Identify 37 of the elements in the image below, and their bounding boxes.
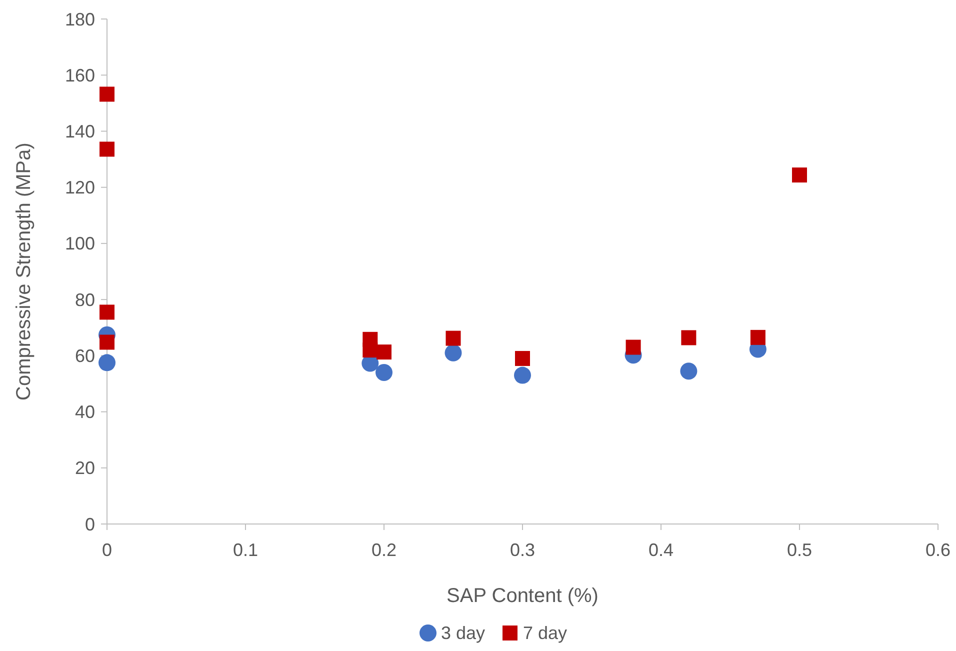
x-tick-label: 0.2: [371, 540, 397, 560]
x-axis-title: SAP Content (%): [446, 585, 598, 607]
y-tick-label: 100: [64, 234, 95, 254]
point: [376, 344, 392, 360]
y-tick-label: 120: [64, 178, 95, 198]
y-tick-label: 160: [64, 65, 95, 86]
y-tick-label: 40: [74, 402, 95, 422]
point: [515, 350, 530, 366]
point: [680, 362, 698, 380]
legend-label: 3 day: [441, 623, 486, 643]
x-tick-label: 0.4: [648, 540, 674, 560]
y-tick-label: 60: [74, 346, 95, 366]
point: [100, 142, 114, 157]
y-axis-title: Compressive Strength (MPa): [13, 142, 35, 400]
point: [444, 344, 462, 362]
y-tick-label: 140: [64, 122, 95, 142]
point: [100, 86, 114, 102]
y-tick-label: 180: [64, 9, 95, 30]
legend-label: 7 day: [523, 623, 568, 643]
point: [100, 304, 114, 320]
point: [376, 364, 392, 381]
x-tick-label: 0.6: [925, 540, 951, 560]
point: [681, 330, 696, 346]
x-tick-label: 0.5: [786, 540, 812, 560]
point: [750, 330, 766, 345]
y-tick-label: 20: [74, 458, 95, 478]
point: [792, 167, 807, 182]
point: [98, 354, 116, 372]
x-tick-label: 0.1: [232, 540, 258, 560]
point: [100, 334, 114, 350]
x-tick-label: 0: [102, 540, 112, 560]
x-tick-label: 0.3: [510, 540, 536, 560]
y-tick-label: 0: [84, 514, 95, 534]
point: [626, 340, 641, 355]
point: [446, 330, 461, 346]
y-tick-label: 80: [74, 290, 95, 310]
point: [514, 366, 531, 384]
